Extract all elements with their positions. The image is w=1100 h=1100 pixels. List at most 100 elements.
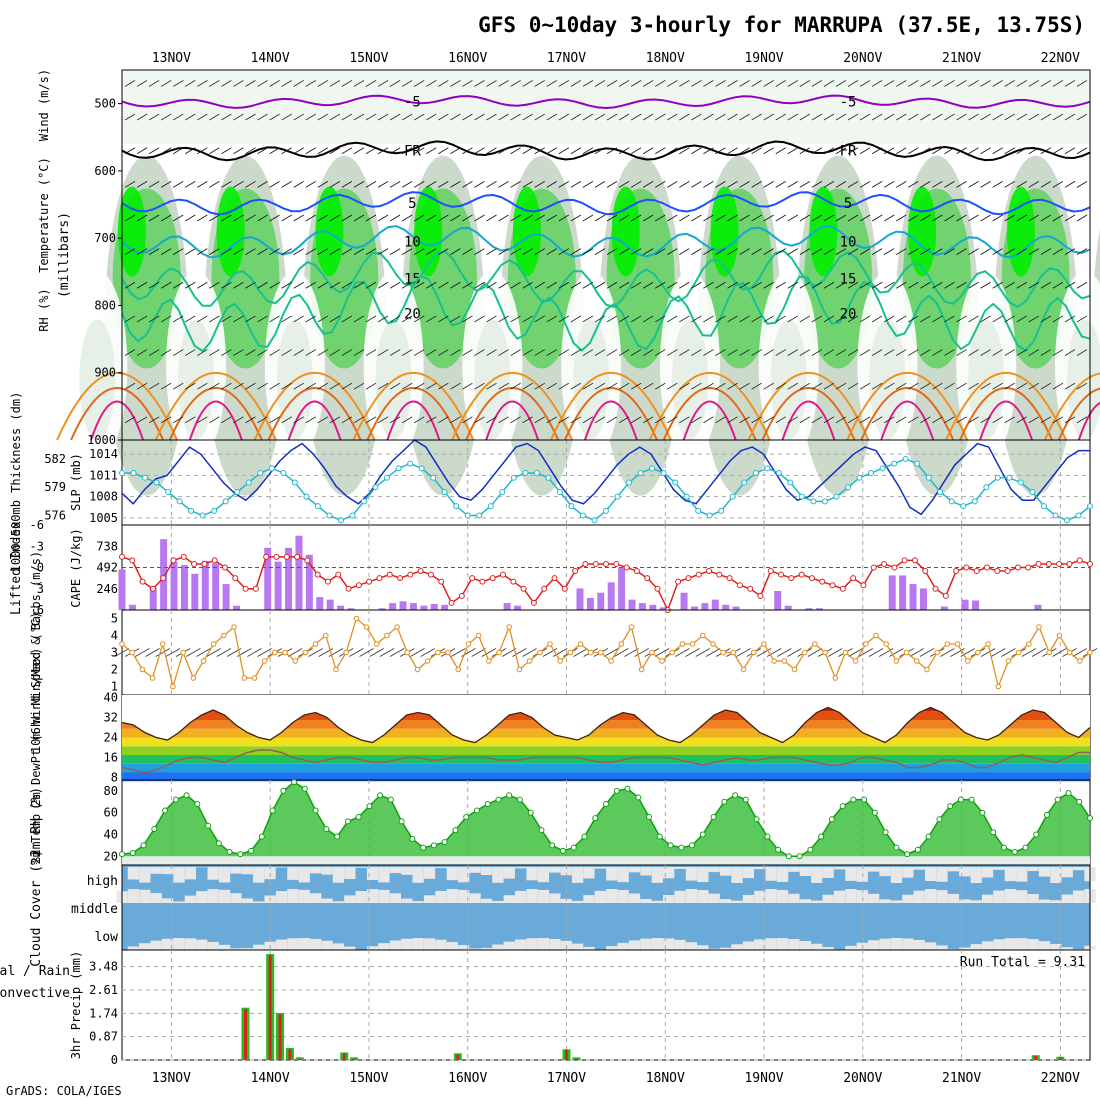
wind-barb	[618, 315, 630, 323]
temp-tick: 8	[111, 771, 118, 785]
wind-barb	[353, 181, 365, 188]
wind-barb	[233, 80, 244, 87]
lifted-index-line-point	[695, 571, 702, 578]
wind-barb	[1064, 214, 1076, 222]
wind-barb	[1052, 248, 1064, 255]
wind-speed-point	[149, 675, 156, 681]
wind-barb	[377, 416, 389, 424]
wind-barb	[727, 181, 738, 188]
wind-barb	[1076, 416, 1088, 424]
cloud-high-cell	[742, 867, 755, 879]
rh-line-point	[1076, 798, 1083, 805]
wind-barb	[848, 648, 863, 657]
wind-barb	[703, 382, 714, 390]
cloud-high-cell	[754, 867, 766, 870]
cloud-high-cell	[366, 867, 379, 881]
wind-barb	[377, 80, 389, 87]
date-label-top: 16NOV	[448, 51, 487, 66]
wind-barb	[570, 248, 582, 255]
wind-speed-point	[180, 649, 186, 656]
wind-barb	[883, 80, 895, 87]
date-label-bottom: 13NOV	[152, 1071, 191, 1086]
thickness-line-point	[1017, 479, 1024, 486]
lifted-index-line-point	[592, 560, 599, 567]
wind-barb	[510, 416, 521, 424]
lifted-index-line-point	[911, 557, 918, 564]
wind-barb	[896, 248, 907, 255]
wind-barb	[510, 248, 521, 255]
wind-speed-point	[700, 632, 706, 639]
wind-barb	[594, 113, 606, 121]
wind-barb	[715, 382, 726, 390]
wind-speed-point	[210, 641, 217, 647]
wind-barb	[667, 416, 678, 424]
cloud-low-cell	[685, 942, 698, 950]
wind-barb	[614, 648, 629, 657]
wind-barb	[450, 349, 461, 356]
wind-barb	[462, 349, 473, 356]
run-total: Run Total = 9.31	[960, 955, 1085, 970]
wind-barb	[329, 315, 341, 323]
wind-barb	[751, 113, 762, 121]
wind-speed-point	[852, 658, 859, 664]
wind-barb	[510, 349, 521, 356]
wind-barb	[522, 416, 533, 424]
wind-barb	[642, 80, 654, 87]
wind-barb	[269, 349, 280, 356]
y-tick-label: 800	[94, 298, 116, 312]
cloud-level-label: low	[95, 930, 119, 945]
wind-barb	[932, 382, 943, 390]
wind-barb	[329, 80, 341, 87]
wind-barb	[359, 648, 374, 657]
wind-barb	[148, 349, 160, 356]
wind-barb	[281, 147, 292, 155]
wind-barb	[634, 648, 649, 657]
cloud-mid-cell	[378, 889, 390, 903]
date-label-top: 15NOV	[349, 51, 388, 66]
wind-barb	[751, 416, 762, 424]
wind-barb	[450, 214, 461, 222]
wind-barb	[847, 281, 859, 289]
rh-base	[122, 856, 1090, 865]
wind-barb	[1031, 648, 1047, 657]
wind-barb	[606, 80, 618, 87]
wind-barb	[775, 349, 786, 356]
wind-barb	[124, 113, 136, 121]
wind-barb	[811, 147, 823, 155]
wind-barb	[956, 214, 967, 222]
wind-barb	[389, 315, 401, 323]
cape-bar	[232, 605, 240, 610]
wind-barb	[811, 349, 823, 356]
wind-speed-point	[1087, 649, 1093, 656]
wind-barb	[1052, 382, 1064, 390]
lifted-index-line-point	[448, 599, 455, 606]
cloud-high-cell	[1027, 867, 1039, 872]
lifted-index-line-point	[500, 571, 507, 578]
wind-barb	[871, 214, 883, 222]
cloud-high-cell	[184, 867, 197, 880]
thickness-line-point	[222, 498, 229, 505]
wind-barb	[606, 281, 618, 289]
cloud-high-cell	[1004, 867, 1016, 882]
rh-line-point	[463, 814, 470, 821]
rh-line-point	[172, 796, 179, 803]
cape-bar	[899, 575, 907, 610]
cape-bar	[430, 603, 438, 610]
wind-barb	[1064, 416, 1076, 424]
wind-barb	[642, 382, 654, 390]
wind-barb	[980, 382, 991, 390]
wind-barb	[438, 382, 449, 390]
wind-barb	[932, 147, 943, 155]
wind-barb	[1064, 147, 1076, 155]
wind-barb	[811, 113, 823, 121]
precip-tick: 3.48	[89, 960, 118, 974]
wind-barb	[582, 147, 594, 155]
wind-barb	[510, 113, 521, 121]
wind-barb	[655, 80, 666, 87]
wind-barb	[329, 214, 341, 222]
wind-barb	[691, 147, 702, 155]
wind-speed-point	[536, 649, 543, 656]
wind-barb	[462, 80, 473, 87]
wind-barb	[136, 315, 148, 323]
wind-barb	[365, 80, 377, 87]
